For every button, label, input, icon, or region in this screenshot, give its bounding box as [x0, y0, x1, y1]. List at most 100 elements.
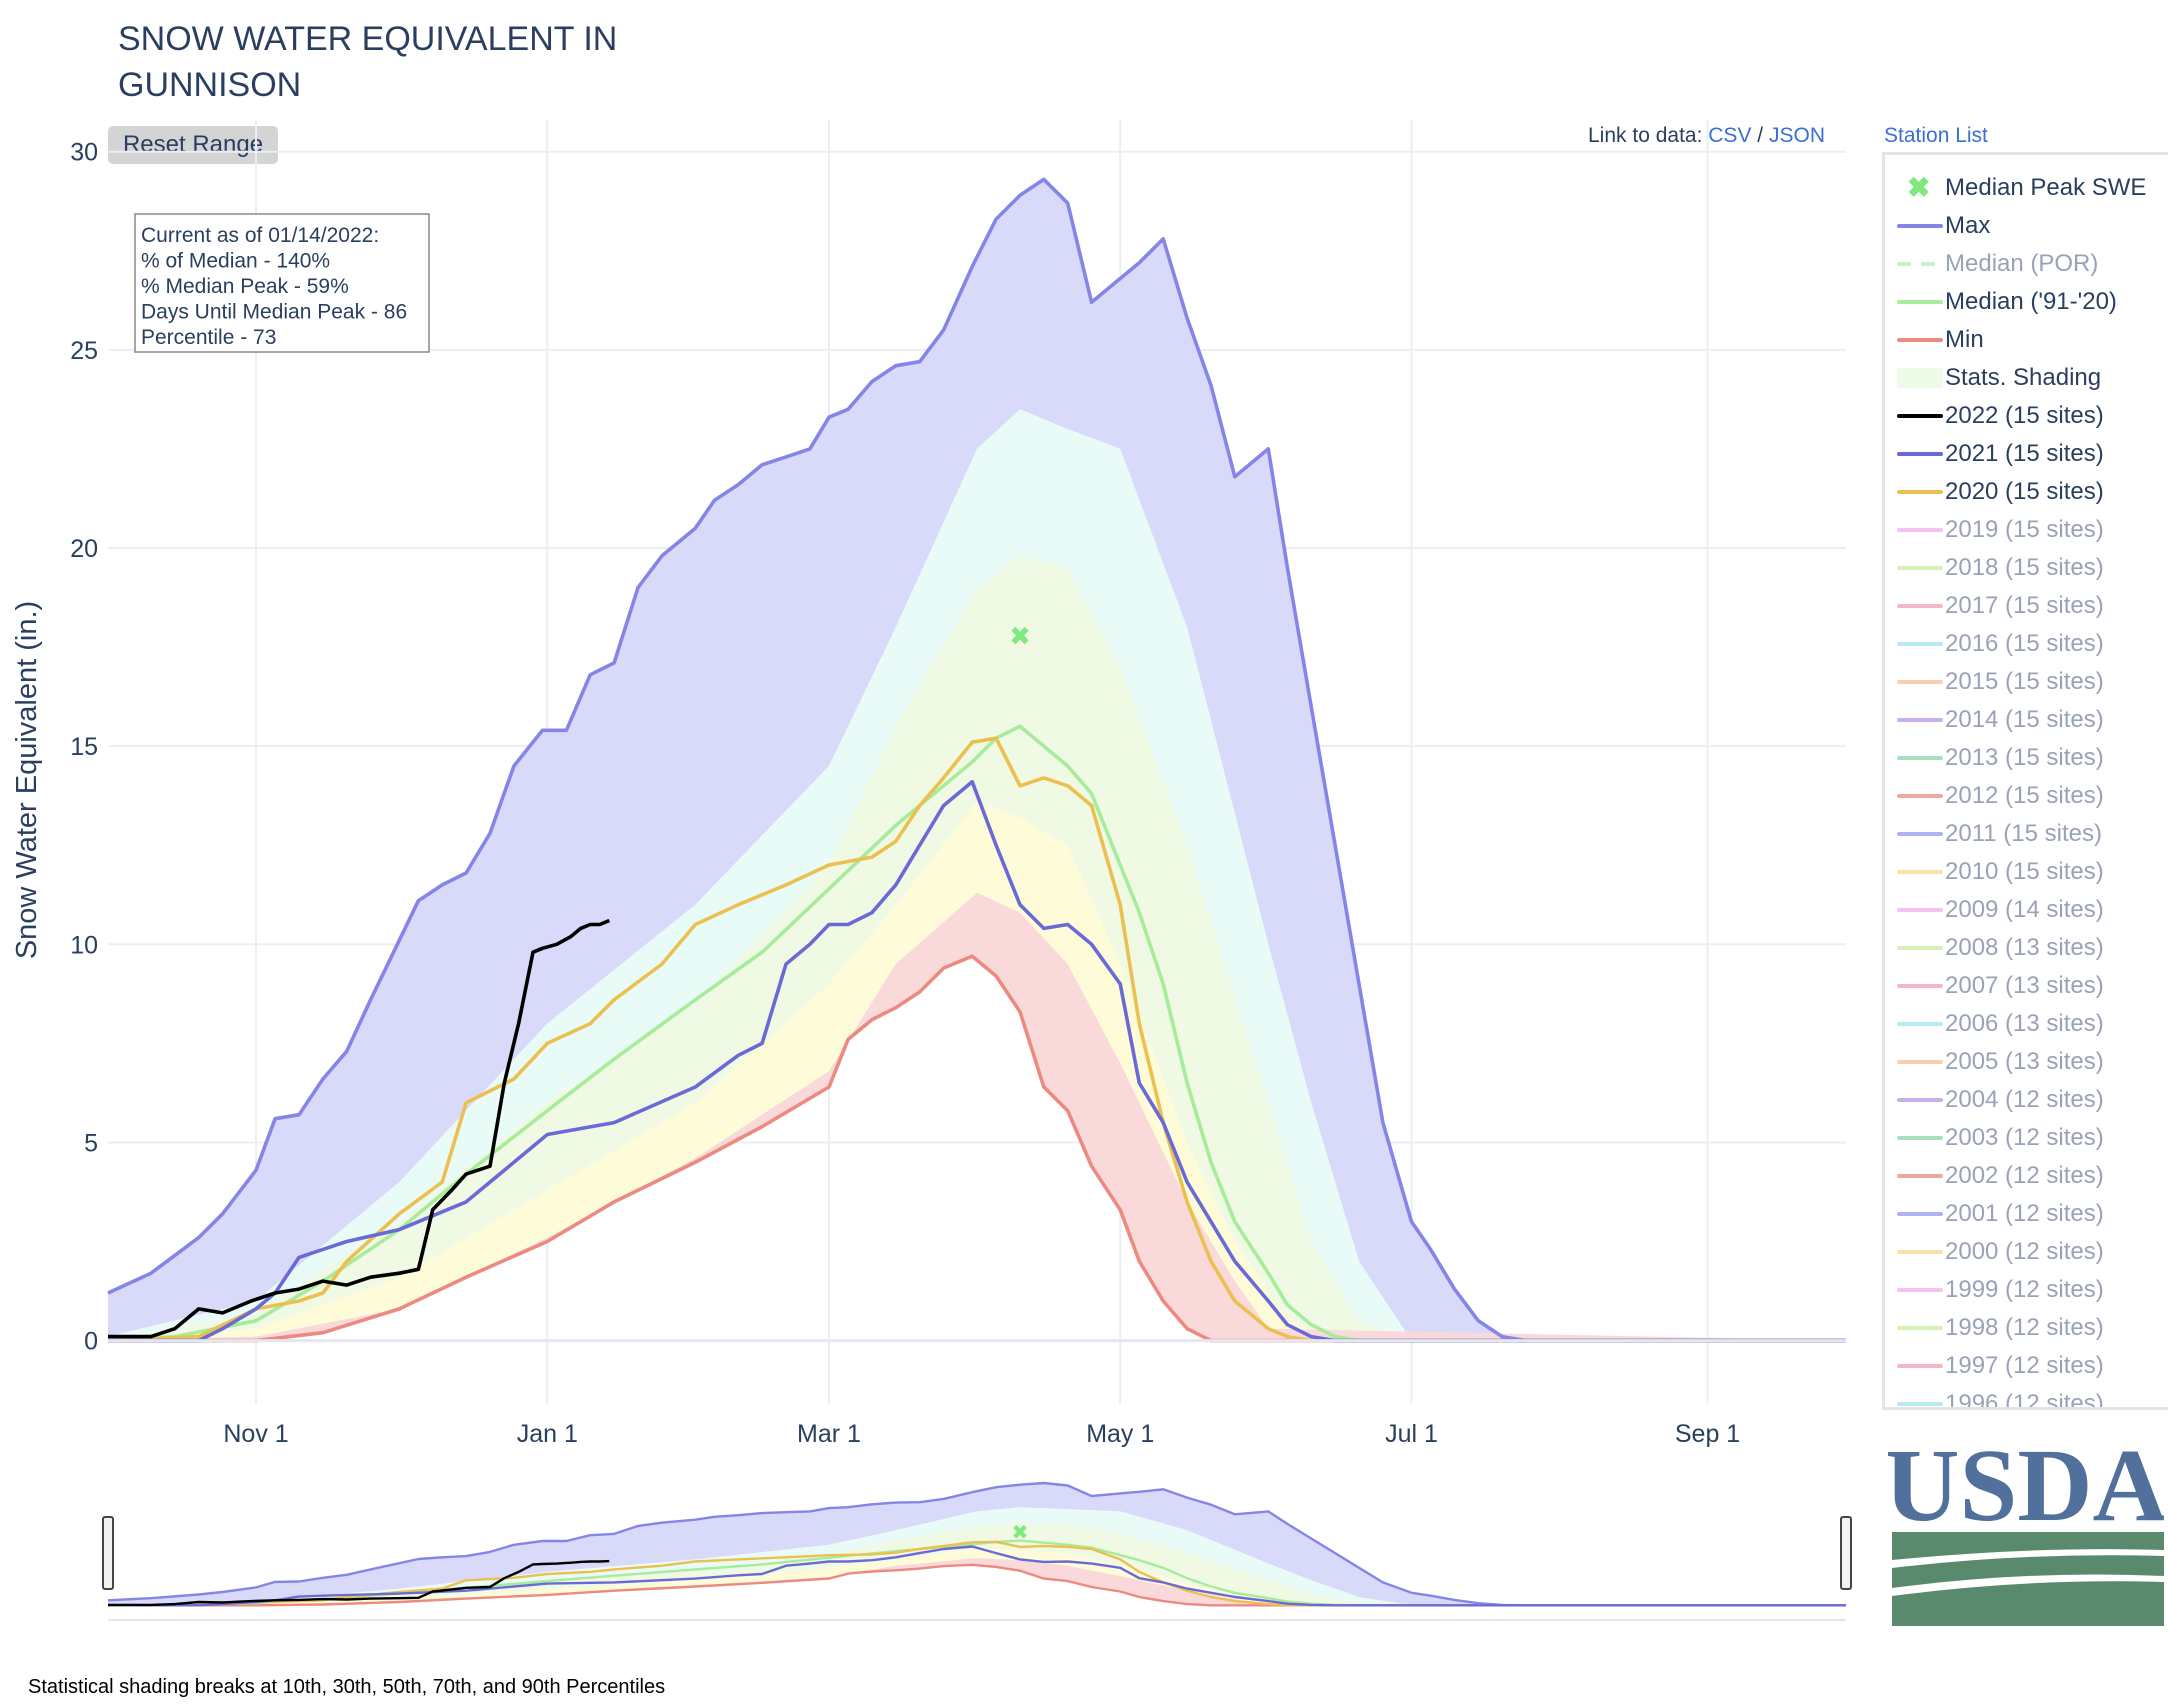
legend-item[interactable]: 2021 (15 sites) [1885, 435, 2168, 473]
legend-item[interactable]: 2008 (13 sites) [1885, 929, 2168, 967]
legend-label: 2000 (12 sites) [1945, 1238, 2104, 1265]
info-box-line: Current as of 01/14/2022: [141, 224, 379, 247]
median-line [107, 724, 1846, 1343]
legend-symbol [1885, 701, 1945, 739]
legend-label: 1997 (12 sites) [1945, 1352, 2104, 1379]
legend-symbol: ✖ [1907, 172, 1931, 203]
swe-chart[interactable]: ✖ 0 5 10 15 20 25 30 Nov 1 Jan 1 Mar 1 May 1 Jul 1 S… [0, 0, 1860, 1704]
legend-item[interactable]: 2000 (12 sites) [1885, 1233, 2168, 1271]
legend-item[interactable]: 1997 (12 sites) [1885, 1347, 2168, 1385]
legend-item[interactable]: 2019 (15 sites) [1885, 511, 2168, 549]
y-axis-label: Snow Water Equivalent (in.) [11, 601, 43, 959]
y-tick-label: 25 [70, 337, 98, 365]
info-box-line: % of Median - 140% [141, 250, 330, 273]
x-tick-label: May 1 [1086, 1420, 1154, 1448]
line-2021 [108, 780, 1846, 1343]
band-p10-p30 [108, 1548, 1846, 1606]
info-box: Current as of 01/14/2022: % of Median - 1… [134, 213, 430, 353]
x-tick-label: Mar 1 [797, 1420, 861, 1448]
legend-item[interactable]: 2015 (15 sites) [1885, 663, 2168, 701]
legend-label: 2011 (15 sites) [1945, 820, 2102, 847]
legend-label: 1996 (12 sites) [1945, 1390, 2104, 1410]
legend-item[interactable]: ✖ Median Peak SWE [1885, 169, 2168, 207]
y-tick-label: 20 [70, 535, 98, 563]
range-slider[interactable]: ✖ [107, 1481, 1846, 1621]
legend-symbol [1885, 587, 1945, 625]
legend-symbol [1885, 1347, 1945, 1385]
median-peak-marker: ✖ [1009, 622, 1031, 652]
legend-symbol [1885, 663, 1945, 701]
legend-item[interactable]: 2010 (15 sites) [1885, 853, 2168, 891]
y-tick-label: 5 [84, 1129, 98, 1157]
legend-item[interactable]: 2003 (12 sites) [1885, 1119, 2168, 1157]
legend-item[interactable]: 2002 (12 sites) [1885, 1157, 2168, 1195]
legend-symbol [1885, 1385, 1945, 1407]
legend-item[interactable]: 1996 (12 sites) [1885, 1385, 2168, 1410]
y-tick-label: 30 [70, 139, 98, 167]
csv-link[interactable]: CSV [1708, 124, 1752, 147]
legend-symbol [1885, 853, 1945, 891]
legend-label: Stats. Shading [1945, 364, 2102, 391]
legend-item[interactable]: 2017 (15 sites) [1885, 587, 2168, 625]
legend-item[interactable]: Median (POR) [1885, 245, 2168, 283]
legend-item[interactable]: 2018 (15 sites) [1885, 549, 2168, 587]
legend-symbol [1885, 739, 1945, 777]
legend-symbol [1885, 359, 1945, 397]
legend-item[interactable]: 2009 (14 sites) [1885, 891, 2168, 929]
legend-label: 2002 (12 sites) [1945, 1162, 2104, 1189]
station-list-link[interactable]: Station List [1884, 124, 1988, 147]
legend-item[interactable]: Median ('91-'20) [1885, 283, 2168, 321]
legend-symbol [1885, 815, 1945, 853]
legend-item[interactable]: 2022 (15 sites) [1885, 397, 2168, 435]
chart-title: SNOW WATER EQUIVALENT IN GUNNISON [118, 16, 617, 108]
info-box-line: Days Until Median Peak - 86 [141, 301, 407, 324]
range-handle-right[interactable] [1840, 1516, 1852, 1590]
legend-item[interactable]: 2012 (15 sites) [1885, 777, 2168, 815]
legend-label: Max [1945, 212, 1991, 239]
legend-item[interactable]: 2007 (13 sites) [1885, 967, 2168, 1005]
legend-label: 2014 (15 sites) [1945, 706, 2104, 733]
legend-label: 2009 (14 sites) [1945, 896, 2104, 923]
legend-item[interactable]: 2020 (15 sites) [1885, 473, 2168, 511]
legend-item[interactable]: 2014 (15 sites) [1885, 701, 2168, 739]
band-p10-p30 [108, 801, 1846, 1341]
info-box-line: Percentile - 73 [141, 326, 276, 349]
legend-item[interactable]: 2001 (12 sites) [1885, 1195, 2168, 1233]
legend-item[interactable]: 2006 (13 sites) [1885, 1005, 2168, 1043]
legend-item[interactable]: Stats. Shading [1885, 359, 2168, 397]
legend-symbol [1885, 435, 1945, 473]
legend-item[interactable]: 2013 (15 sites) [1885, 739, 2168, 777]
legend-item[interactable]: 1999 (12 sites) [1885, 1271, 2168, 1309]
chart-title-line-2: GUNNISON [118, 66, 302, 104]
legend-symbol [1885, 1081, 1945, 1119]
legend-item[interactable]: 2016 (15 sites) [1885, 625, 2168, 663]
legend-symbol [1885, 1157, 1945, 1195]
legend-symbol [1885, 967, 1945, 1005]
legend-symbol [1885, 1195, 1945, 1233]
legend-label: 1999 (12 sites) [1945, 1276, 2104, 1303]
legend-label: Min [1945, 326, 1984, 353]
legend-label: Median Peak SWE [1945, 174, 2147, 201]
series-lines: ✖ [107, 177, 1846, 1343]
reset-range-button[interactable]: Reset Range [108, 126, 278, 164]
legend[interactable]: ✖ Median Peak SWE Max Median (POR) Median ('… [1882, 152, 2168, 1410]
legend-item[interactable]: 2004 (12 sites) [1885, 1081, 2168, 1119]
link-prefix: Link to data: [1588, 124, 1703, 147]
axes: 0 5 10 15 20 25 30 Nov 1 Jan 1 Mar 1 May 1 Jul 1 Sep… [70, 139, 1846, 1448]
legend-label: 2005 (13 sites) [1945, 1048, 2104, 1075]
range-lines: ✖ [107, 1481, 1846, 1607]
legend-label: Median (POR) [1945, 250, 2099, 277]
x-tick-label: Jan 1 [517, 1420, 578, 1448]
legend-symbol [1885, 625, 1945, 663]
legend-item[interactable]: Min [1885, 321, 2168, 359]
legend-symbol [1885, 473, 1945, 511]
range-handle-left[interactable] [102, 1516, 114, 1590]
legend-item[interactable]: 2011 (15 sites) [1885, 815, 2168, 853]
legend-item[interactable]: 1998 (12 sites) [1885, 1309, 2168, 1347]
legend-item[interactable]: Max [1885, 207, 2168, 245]
y-tick-label: 0 [84, 1328, 98, 1356]
legend-item[interactable]: 2005 (13 sites) [1885, 1043, 2168, 1081]
legend-label: 2001 (12 sites) [1945, 1200, 2104, 1227]
legend-symbol [1885, 1119, 1945, 1157]
json-link[interactable]: JSON [1768, 124, 1825, 147]
